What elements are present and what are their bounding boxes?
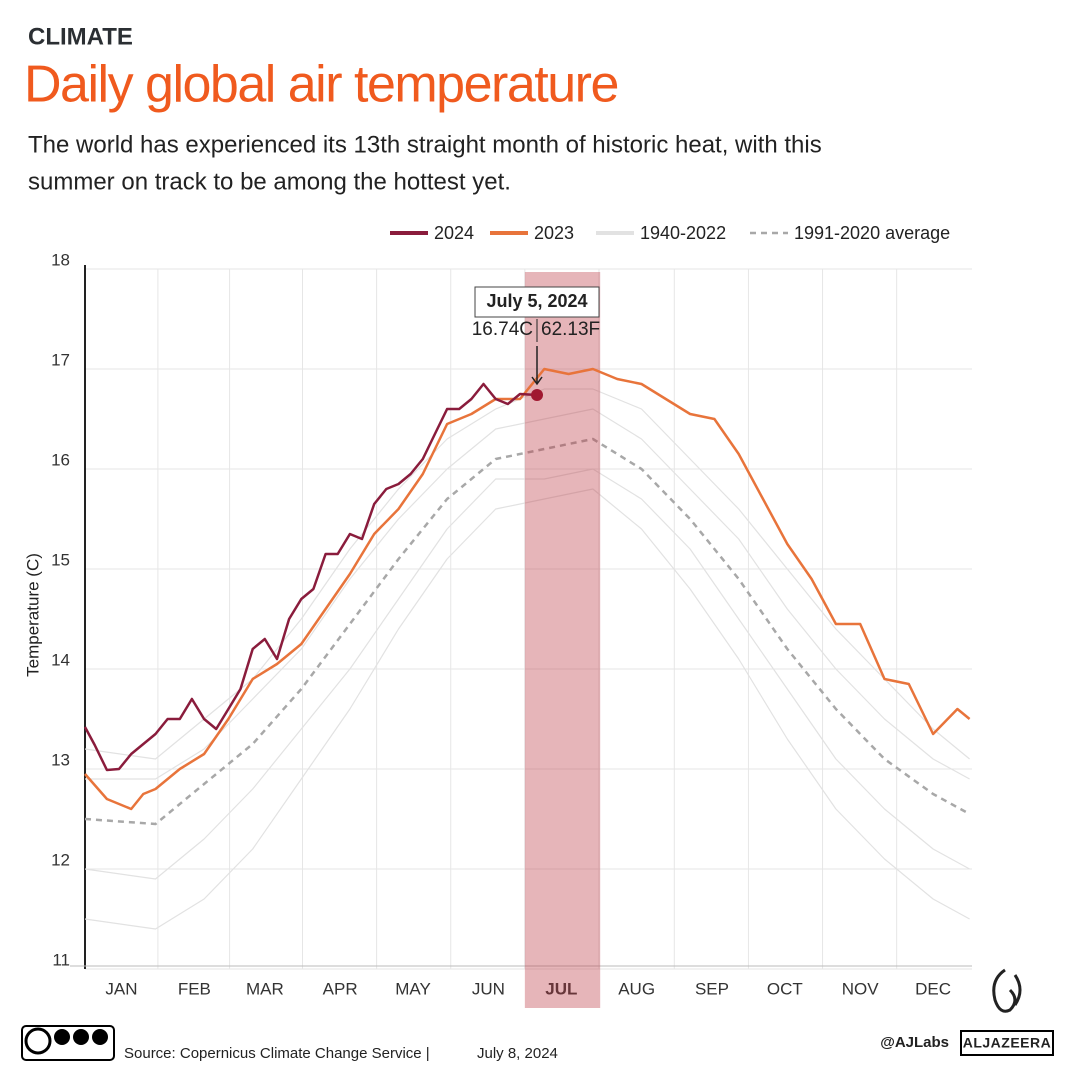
- series-line: [84, 488, 970, 930]
- series-line: [83, 382, 538, 772]
- x-tick-label: AUG: [618, 979, 655, 998]
- x-tick-label: OCT: [767, 979, 803, 998]
- annotation-box: [474, 286, 600, 318]
- x-tick-label: JUL: [545, 979, 577, 998]
- kicker: CLIMATE: [28, 23, 133, 50]
- annotation-point: [531, 389, 544, 401]
- y-tick-label: 12: [51, 850, 70, 869]
- series-line: [85, 408, 970, 780]
- license-icon: [21, 1025, 115, 1061]
- legend-label: 1991-2020 average: [794, 223, 950, 243]
- x-tick-label: JAN: [105, 979, 137, 998]
- x-tick-label: JUN: [472, 979, 505, 998]
- x-tick-label: SEP: [695, 979, 729, 998]
- y-axis-label: Temperature (C): [23, 553, 42, 677]
- brand: ALJAZEERA: [963, 1035, 1052, 1051]
- y-tick-label: 14: [51, 650, 70, 669]
- chart-title: Daily global air temperature: [24, 56, 618, 114]
- x-tick-label: APR: [323, 979, 358, 998]
- y-tick-label: 13: [51, 750, 70, 769]
- legend-label: 2024: [434, 223, 474, 243]
- credit: @AJLabs: [880, 1034, 949, 1051]
- x-tick-label: NOV: [842, 979, 880, 998]
- series-line: [84, 437, 971, 826]
- x-tick-label: MAY: [395, 979, 431, 998]
- subtitle: The world has experienced its 13th strai…: [28, 131, 822, 158]
- y-tick-label: 18: [51, 250, 70, 269]
- published-date: July 8, 2024: [477, 1045, 558, 1062]
- brand-logo: [992, 968, 1022, 1013]
- y-tick-label: 16: [51, 450, 70, 469]
- annotation-fahrenheit: 62.13F: [541, 319, 600, 340]
- brand-box: [960, 1030, 1054, 1056]
- x-tick-label: MAR: [246, 979, 284, 998]
- subtitle: summer on track to be among the hottest …: [28, 168, 511, 195]
- x-tick-label: FEB: [178, 979, 211, 998]
- annotation-celsius: 16.74C: [472, 319, 533, 340]
- legend-label: 1940-2022: [640, 223, 726, 243]
- annotation-date: July 5, 2024: [486, 291, 587, 311]
- x-tick-label: DEC: [915, 979, 951, 998]
- source: Source: Copernicus Climate Change Servic…: [124, 1045, 430, 1062]
- series-line: [84, 367, 971, 811]
- series-line: [84, 468, 970, 880]
- y-tick-label: 15: [51, 550, 70, 569]
- y-tick-label: 17: [51, 350, 70, 369]
- y-tick-label: 11: [52, 950, 70, 969]
- legend-label: 2023: [534, 223, 574, 243]
- annotation-arrow: [531, 346, 543, 386]
